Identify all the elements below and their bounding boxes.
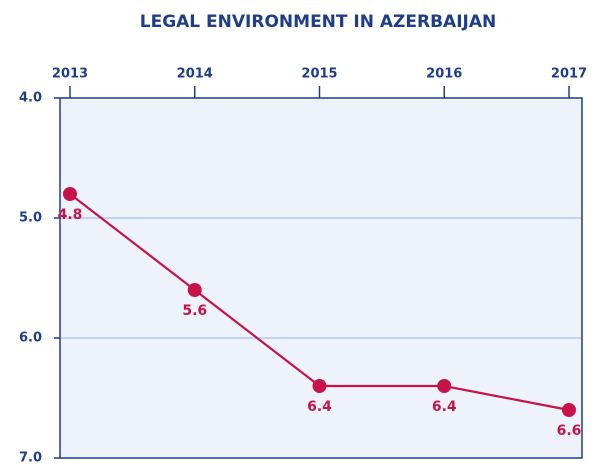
point: [187, 283, 202, 297]
chart-title: LEGAL ENVIRONMENT IN AZERBAIJAN: [140, 12, 496, 32]
y-tick-label: 4.0: [19, 91, 42, 106]
y-tick-label: 7.0: [19, 451, 42, 464]
plot-border: [59, 97, 583, 459]
point: [63, 187, 77, 201]
x-tick-label: 2015: [301, 67, 337, 82]
plot-area: [60, 98, 582, 458]
x-tick-label: 2013: [52, 67, 88, 82]
x-tick-label: 2014: [177, 67, 213, 82]
data-label: 6.4: [307, 399, 332, 415]
y-tick-label: 5.0: [19, 211, 42, 226]
data-label: 6.4: [432, 399, 457, 415]
x-tick-label: 2017: [551, 67, 587, 82]
y-tick-label: 6.0: [19, 331, 42, 346]
point: [312, 379, 327, 393]
point: [562, 403, 576, 417]
x-tick-label: 2016: [426, 67, 462, 82]
point: [437, 379, 452, 393]
data-label: 4.8: [58, 207, 83, 223]
data-label: 5.6: [182, 303, 207, 319]
data-label: 6.6: [557, 423, 582, 439]
